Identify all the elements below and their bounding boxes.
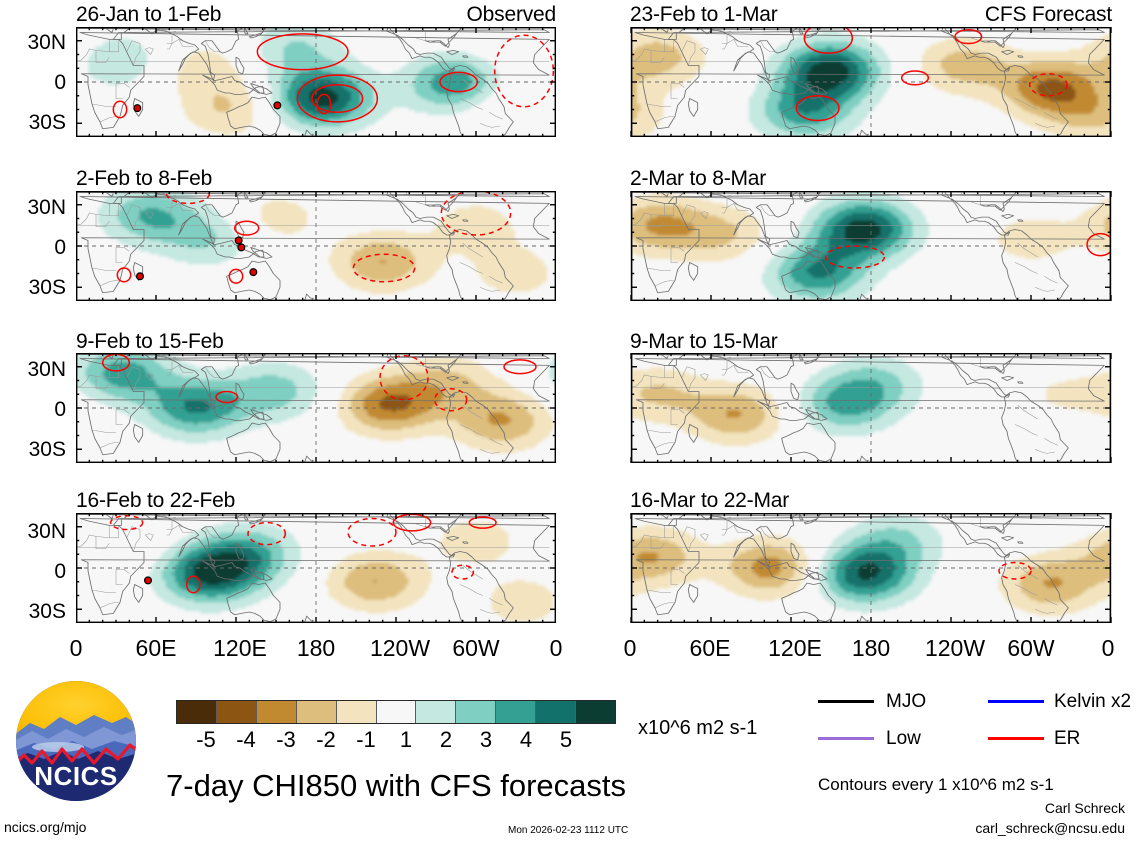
ncics-logo-text: NCICS — [34, 761, 117, 791]
colorbar-swatch-2 — [256, 701, 297, 723]
ylabel-30n-row1: 30N — [0, 32, 66, 53]
colorbar-swatch-4 — [336, 701, 377, 723]
xtick-right-360: 0 — [1081, 637, 1135, 660]
site-url[interactable]: ncics.org/mjo — [4, 820, 86, 834]
colorbar-swatch-7 — [456, 701, 497, 723]
ylabel-0-row2: 0 — [0, 237, 66, 258]
column-header-observed: Observed — [356, 4, 557, 25]
legend-label-mjo: MJO — [886, 692, 926, 711]
legend-swatch-kelvin — [988, 700, 1044, 703]
colorbar-tick-6: 2 — [426, 729, 466, 751]
legend-label-er: ER — [1054, 729, 1080, 748]
legend-swatch-er — [988, 737, 1044, 740]
colorbar-units-label: x10^6 m2 s-1 — [638, 718, 757, 738]
colorbar-tick-0: -5 — [186, 729, 226, 751]
ncics-logo: NCICS — [14, 679, 138, 808]
colorbar-swatch-3 — [296, 701, 337, 723]
colorbar-swatch-5 — [376, 701, 417, 723]
colorbar — [176, 700, 616, 724]
colorbar-tick-1: -4 — [226, 729, 266, 751]
colorbar-tick-8: 4 — [506, 729, 546, 751]
map-panel-6 — [630, 191, 1112, 301]
author-name: Carl Schreck — [860, 801, 1125, 815]
ncics-logo-graphic: NCICS — [16, 681, 136, 801]
map-panel-3 — [76, 353, 556, 463]
xtick-left-60e: 60E — [126, 637, 186, 660]
legend-label-kelvin: Kelvin x2 — [1054, 692, 1131, 711]
map-panel-4 — [76, 513, 556, 623]
colorbar-tick-2: -3 — [266, 729, 306, 751]
map-panel-2 — [76, 191, 556, 301]
colorbar-swatch-1 — [216, 701, 257, 723]
page-title: 7-day CHI850 with CFS forecasts — [166, 770, 626, 801]
xtick-right-60e: 60E — [680, 637, 740, 660]
colorbar-tick-4: -1 — [346, 729, 386, 751]
ylabel-30n-row2: 30N — [0, 197, 66, 218]
panel-title-6: 2-Mar to 8-Mar — [630, 168, 766, 189]
legend-swatch-mjo — [818, 700, 874, 703]
panel-title-3: 9-Feb to 15-Feb — [76, 331, 224, 352]
colorbar-tick-3: -2 — [306, 729, 346, 751]
xtick-left-60w: 60W — [446, 637, 506, 660]
colorbar-tick-5: 1 — [386, 729, 426, 751]
render-timestamp: Mon 2026-02-23 1112 UTC — [508, 826, 628, 836]
colorbar-swatch-0 — [177, 701, 217, 723]
colorbar-swatch-10 — [576, 701, 615, 723]
panel-title-8: 16-Mar to 22-Mar — [630, 490, 789, 511]
colorbar-swatch-6 — [416, 701, 457, 723]
panel-title-1: 26-Jan to 1-Feb — [76, 4, 221, 25]
ylabel-30s-row1: 30S — [0, 112, 66, 133]
ylabel-30s-row4: 30S — [0, 601, 66, 622]
ylabel-30s-row2: 30S — [0, 277, 66, 298]
column-header-forecast: CFS Forecast — [880, 4, 1112, 25]
map-panel-1 — [76, 27, 556, 137]
map-panel-5 — [630, 27, 1112, 137]
xtick-left-0: 0 — [46, 637, 106, 660]
colorbar-tick-7: 3 — [466, 729, 506, 751]
ylabel-30n-row4: 30N — [0, 521, 66, 542]
author-email[interactable]: carl_schreck@ncsu.edu — [860, 821, 1125, 835]
colorbar-swatch-8 — [496, 701, 537, 723]
xtick-left-120e: 120E — [202, 637, 278, 660]
ylabel-0-row3: 0 — [0, 399, 66, 420]
xtick-right-120e: 120E — [757, 637, 833, 660]
panel-title-7: 9-Mar to 15-Mar — [630, 331, 778, 352]
ylabel-30n-row3: 30N — [0, 359, 66, 380]
contour-interval-note: Contours every 1 x10^6 m2 s-1 — [818, 776, 1054, 793]
xtick-right-120w: 120W — [917, 637, 993, 660]
ylabel-30s-row3: 30S — [0, 439, 66, 460]
xtick-left-120w: 120W — [362, 637, 438, 660]
ylabel-0-row1: 0 — [0, 72, 66, 93]
legend-swatch-low — [818, 737, 874, 740]
map-panel-7 — [630, 353, 1112, 463]
xtick-right-60w: 60W — [1001, 637, 1061, 660]
xtick-left-360: 0 — [526, 637, 586, 660]
legend-label-low: Low — [886, 729, 921, 748]
colorbar-tick-9: 5 — [546, 729, 586, 751]
panel-title-5: 23-Feb to 1-Mar — [630, 4, 778, 25]
xtick-left-180: 180 — [286, 637, 346, 660]
xtick-right-0: 0 — [600, 637, 660, 660]
panel-title-4: 16-Feb to 22-Feb — [76, 490, 235, 511]
colorbar-swatch-9 — [536, 701, 577, 723]
map-panel-8 — [630, 513, 1112, 623]
xtick-right-180: 180 — [841, 637, 901, 660]
ylabel-0-row4: 0 — [0, 561, 66, 582]
panel-title-2: 2-Feb to 8-Feb — [76, 168, 212, 189]
